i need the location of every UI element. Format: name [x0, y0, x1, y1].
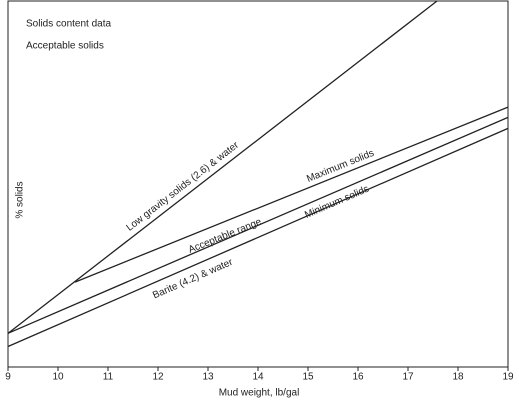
plot-frame — [7, 0, 509, 368]
x-tick-label: 13 — [202, 372, 214, 383]
line — [7, 127, 509, 348]
x-tick-label: 16 — [352, 372, 364, 383]
line — [74, 106, 509, 283]
annotation: Acceptable range — [187, 216, 264, 256]
x-tick-label: 10 — [52, 372, 64, 383]
x-tick-label: 14 — [252, 372, 264, 383]
x-tick-label: 11 — [103, 372, 114, 383]
x-tick-label: 18 — [452, 372, 464, 383]
x-axis-label: Mud weight, lb/gal — [219, 388, 300, 399]
line — [7, 0, 438, 334]
y-axis-label: % solids — [15, 181, 26, 218]
line — [7, 116, 509, 334]
x-tick-label: 19 — [502, 372, 514, 383]
x-tick-label: 15 — [302, 372, 314, 383]
x-tick-label: 17 — [402, 372, 414, 383]
annotation: Solids content data — [26, 19, 111, 30]
x-tick-label: 9 — [5, 372, 11, 383]
x-tick-label: 12 — [152, 372, 164, 383]
line-label: Low gravity solids (2.6) & water — [124, 139, 241, 233]
annotation: Acceptable solids — [26, 41, 104, 52]
